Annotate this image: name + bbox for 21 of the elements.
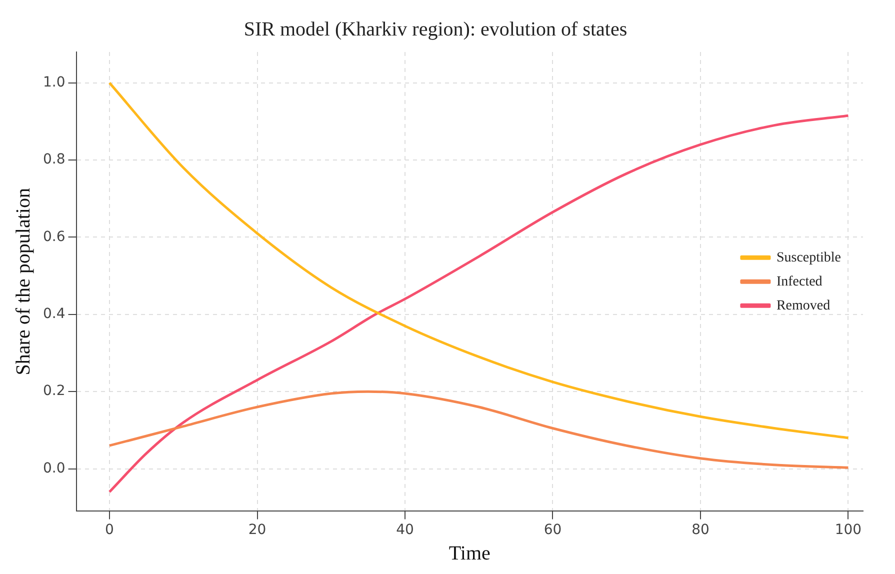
y-tick-label: 0.0 [43, 460, 66, 476]
x-tick-label: 100 [834, 522, 862, 538]
y-tick-label: 0.6 [43, 228, 66, 245]
y-tick-label: 1.0 [43, 74, 66, 91]
line-series [108, 114, 850, 494]
x-tick-label: 40 [396, 522, 414, 538]
y-tick-label: 0.8 [43, 152, 66, 168]
x-tick-label: 60 [544, 522, 562, 538]
line-series [108, 82, 850, 440]
y-tick-label: 0.2 [43, 383, 66, 400]
x-tick-label: 80 [692, 522, 710, 538]
legend-label: Susceptible [776, 250, 841, 266]
chart-title: SIR model (Kharkiv region): evolution of states [244, 18, 628, 40]
x-tick-label: 0 [105, 522, 114, 538]
x-tick-label: 20 [248, 522, 266, 538]
legend-label: Infected [776, 274, 822, 290]
y-axis-title: Share of the population [12, 188, 34, 376]
x-axis-title: Time [448, 542, 490, 564]
y-tick-label: 0.4 [43, 306, 66, 322]
line-series [108, 390, 850, 469]
legend-label: Removed [776, 298, 830, 314]
